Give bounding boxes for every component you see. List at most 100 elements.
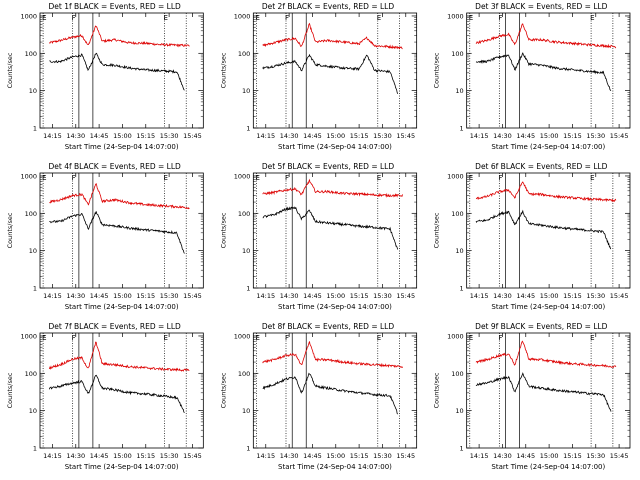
y-tick-label: 100 (25, 370, 37, 378)
lld-series-line (262, 178, 403, 198)
y-tick-label: 1000 (20, 332, 37, 340)
time-marker-label: F (285, 334, 289, 342)
plot-frame (252, 332, 418, 449)
time-marker-label: F (72, 14, 76, 22)
x-tick-label: 15:15 (136, 132, 155, 140)
x-axis-label: Start Time (24-Sep-04 14:07:00) (278, 303, 392, 311)
x-axis-label: Start Time (24-Sep-04 14:07:00) (278, 463, 392, 471)
y-tick-label: 10 (455, 87, 463, 95)
y-tick-label: 100 (25, 210, 37, 218)
chart-title: Det 6f BLACK = Events, RED = LLD (475, 162, 608, 171)
y-tick-label: 1000 (20, 12, 37, 20)
x-tick-label: 14:30 (493, 292, 512, 300)
x-tick-label: 14:30 (66, 132, 85, 140)
time-marker-label: E (163, 14, 167, 22)
detector-panel: Det 9f BLACK = Events, RED = LLD Counts/s… (433, 322, 631, 471)
time-marker-label: F (498, 334, 502, 342)
detector-panel: Det 2f BLACK = Events, RED = LLD Counts/s… (219, 2, 418, 151)
chart-title: Det 7f BLACK = Events, RED = LLD (49, 322, 182, 331)
y-tick-label: 10 (242, 87, 250, 95)
y-tick-label: 1000 (234, 172, 251, 180)
detector-panel: Det 4f BLACK = Events, RED = LLD Counts/s… (6, 162, 204, 311)
x-tick-label: 14:30 (280, 452, 299, 460)
y-tick-label: 1 (246, 125, 250, 133)
lld-series-line (475, 23, 617, 49)
detector-panel: Det 7f BLACK = Events, RED = LLD Counts/s… (6, 322, 204, 471)
x-axis-label: Start Time (24-Sep-04 14:07:00) (491, 143, 605, 151)
time-marker-label: E (590, 174, 594, 182)
x-tick-label: 14:45 (90, 452, 109, 460)
y-tick-label: 1 (460, 445, 464, 453)
x-tick-label: 14:30 (280, 292, 299, 300)
x-tick-label: 15:30 (586, 292, 605, 300)
y-axis-label: Counts/sec (433, 372, 441, 408)
x-tick-label: 14:15 (470, 132, 489, 140)
chart-title: Det 5f BLACK = Events, RED = LLD (262, 162, 395, 171)
time-marker-label: E (42, 174, 46, 182)
x-tick-label: 15:15 (136, 292, 155, 300)
time-marker-label: E (42, 14, 46, 22)
y-axis-label: Counts/sec (433, 52, 441, 88)
x-tick-label: 15:30 (160, 292, 179, 300)
y-tick-label: 1000 (447, 172, 464, 180)
x-tick-label: 14:30 (66, 452, 85, 460)
plot-frame (466, 12, 631, 129)
time-marker-label: E (469, 174, 473, 182)
time-marker-label: E (163, 334, 167, 342)
x-tick-label: 15:30 (586, 452, 605, 460)
time-marker-label: E (590, 334, 594, 342)
x-tick-label: 15:45 (396, 292, 415, 300)
x-tick-label: 15:30 (160, 452, 179, 460)
time-marker-label: E (255, 334, 259, 342)
chart-title: Det 9f BLACK = Events, RED = LLD (475, 322, 608, 331)
y-tick-label: 10 (29, 247, 37, 255)
x-tick-label: 14:45 (303, 452, 322, 460)
y-tick-label: 1 (33, 125, 37, 133)
x-tick-label: 15:30 (373, 452, 392, 460)
x-axis-label: Start Time (24-Sep-04 14:07:00) (65, 463, 179, 471)
time-marker-label: F (498, 174, 502, 182)
events-series-line (475, 52, 612, 92)
chart-title: Det 1f BLACK = Events, RED = LLD (49, 2, 182, 11)
lld-series-line (262, 22, 403, 50)
x-tick-label: 14:30 (493, 132, 512, 140)
x-tick-label: 15:00 (540, 452, 559, 460)
y-tick-label: 1 (33, 285, 37, 293)
chart-title: Det 3f BLACK = Events, RED = LLD (475, 2, 608, 11)
lld-series-line (48, 341, 190, 372)
time-marker-label: E (377, 14, 381, 22)
x-tick-label: 15:45 (396, 132, 415, 140)
x-tick-label: 14:30 (66, 292, 85, 300)
x-tick-label: 14:15 (256, 452, 275, 460)
x-tick-label: 15:30 (160, 132, 179, 140)
x-tick-label: 15:15 (563, 452, 582, 460)
plot-frame (466, 172, 631, 289)
y-tick-label: 100 (451, 210, 463, 218)
events-series-line (262, 53, 399, 94)
time-marker-label: E (255, 174, 259, 182)
x-tick-label: 15:45 (396, 452, 415, 460)
y-tick-label: 1000 (234, 12, 251, 20)
x-tick-label: 14:30 (280, 132, 299, 140)
time-marker-label: E (377, 174, 381, 182)
time-marker-label: E (469, 334, 473, 342)
y-tick-label: 100 (25, 50, 37, 58)
events-series-line (262, 372, 399, 415)
lld-series-line (262, 341, 403, 369)
y-axis-label: Counts/sec (6, 372, 14, 408)
plot-frame (252, 12, 418, 129)
x-tick-label: 15:00 (540, 292, 559, 300)
x-tick-label: 14:15 (43, 132, 62, 140)
chart-title: Det 4f BLACK = Events, RED = LLD (49, 162, 182, 171)
events-series-line (475, 372, 612, 412)
y-tick-label: 1 (246, 285, 250, 293)
x-tick-label: 14:15 (43, 292, 62, 300)
x-tick-label: 15:45 (183, 132, 202, 140)
time-marker-label: E (590, 14, 594, 22)
plot-frame (39, 12, 204, 129)
x-tick-label: 15:00 (113, 292, 132, 300)
detector-panel: Det 5f BLACK = Events, RED = LLD Counts/s… (219, 162, 418, 311)
x-tick-label: 15:15 (136, 452, 155, 460)
lld-series-line (475, 181, 617, 203)
